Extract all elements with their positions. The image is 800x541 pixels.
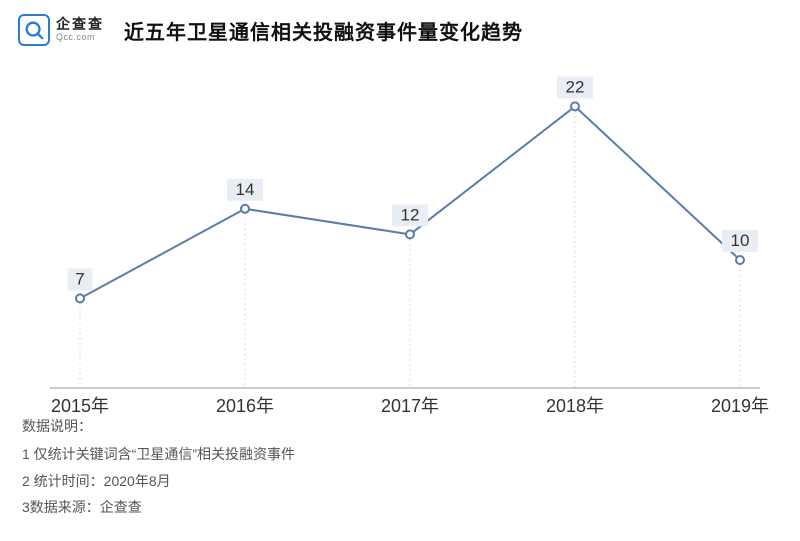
- logo-icon: [18, 14, 50, 46]
- x-axis-label: 2017年: [381, 396, 439, 416]
- notes: 数据说明： 1 仅统计关键词含“卫星通信”相关投融资事件 2 统计时间：2020…: [22, 413, 295, 521]
- data-marker: [406, 230, 414, 238]
- logo-text: 企查查 Qcc.com: [56, 17, 104, 42]
- notes-header: 数据说明：: [22, 413, 295, 440]
- data-marker: [571, 102, 579, 110]
- line-chart: 72015年142016年122017年222018年102019年: [20, 58, 780, 428]
- x-axis-label: 2018年: [546, 396, 604, 416]
- logo-cn-label: 企查查: [56, 17, 104, 32]
- logo-en-label: Qcc.com: [56, 33, 104, 43]
- data-marker: [736, 256, 744, 264]
- notes-line: 3数据来源：企查查: [22, 494, 295, 521]
- chart-area: 72015年142016年122017年222018年102019年: [20, 58, 780, 428]
- data-marker: [241, 205, 249, 213]
- x-axis-label: 2019年: [711, 396, 769, 416]
- notes-line: 1 仅统计关键词含“卫星通信”相关投融资事件: [22, 441, 295, 468]
- header: 企查查 Qcc.com 近五年卫星通信相关投融资事件量变化趋势: [0, 0, 800, 50]
- value-label: 7: [75, 269, 84, 288]
- value-label: 12: [401, 205, 420, 224]
- logo: 企查查 Qcc.com: [18, 14, 104, 46]
- data-marker: [76, 294, 84, 302]
- notes-line: 2 统计时间：2020年8月: [22, 468, 295, 495]
- value-label: 14: [236, 180, 255, 199]
- value-label: 22: [566, 77, 585, 96]
- chart-title: 近五年卫星通信相关投融资事件量变化趋势: [124, 16, 523, 45]
- value-label: 10: [731, 231, 750, 250]
